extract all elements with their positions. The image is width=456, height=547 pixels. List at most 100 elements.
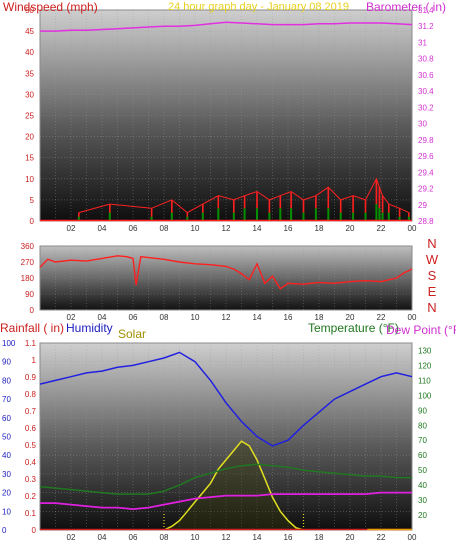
direction-hour-tick-06: 06 xyxy=(129,313,138,322)
humidity-tick-20: 20 xyxy=(2,489,11,498)
temperature-tick-40: 40 xyxy=(418,481,427,490)
weather-hour-tick-14: 14 xyxy=(253,533,262,542)
wind-speed-tick-15: 15 xyxy=(25,154,34,163)
wind-speed-tick-45: 45 xyxy=(25,27,34,36)
direction-hour-tick-16: 16 xyxy=(284,313,293,322)
weather-hour-tick-22: 22 xyxy=(377,533,386,542)
barometer-tick-29: 29 xyxy=(418,201,427,210)
rain-tick-1.1: 1.1 xyxy=(25,339,37,348)
humidity-tick-100: 100 xyxy=(2,339,16,348)
wind-hour-tick-22: 22 xyxy=(377,224,386,233)
humidity-tick-10: 10 xyxy=(2,507,11,516)
direction-tick-360: 360 xyxy=(21,242,35,251)
rain-tick-0.9: 0.9 xyxy=(25,373,37,382)
temperature-tick-20: 20 xyxy=(418,511,427,520)
humidity-tick-0: 0 xyxy=(2,526,7,535)
weather-hour-tick-20: 20 xyxy=(346,533,355,542)
barometer-tick-31: 31 xyxy=(418,38,427,47)
temperature-tick-50: 50 xyxy=(418,466,427,475)
rain-tick-0.8: 0.8 xyxy=(25,390,37,399)
wind-hour-tick-16: 16 xyxy=(284,224,293,233)
wind-speed-tick-30: 30 xyxy=(25,90,34,99)
wind-speed-tick-10: 10 xyxy=(25,175,34,184)
barometer-tick-29.6: 29.6 xyxy=(418,152,434,161)
compass-label-2: S xyxy=(428,268,437,283)
weather-hour-tick-02: 02 xyxy=(67,533,76,542)
wind-hour-tick-00: 00 xyxy=(408,224,417,233)
barometer-tick-29.8: 29.8 xyxy=(418,136,434,145)
compass-label-0: N xyxy=(427,236,436,251)
barometer-tick-29.4: 29.4 xyxy=(418,168,434,177)
rain-tick-0.3: 0.3 xyxy=(25,475,37,484)
center-title: 24 hour graph day - January 08 2019 xyxy=(168,1,349,13)
direction-hour-tick-02: 02 xyxy=(67,313,76,322)
rainfall-label: Rainfall ( in) xyxy=(0,321,64,335)
wind-speed-tick-20: 20 xyxy=(25,133,34,142)
direction-hour-tick-12: 12 xyxy=(222,313,231,322)
dew-point-series xyxy=(40,491,412,511)
temperature-tick-110: 110 xyxy=(418,376,431,385)
humidity-tick-40: 40 xyxy=(2,451,11,460)
rain-tick-0.2: 0.2 xyxy=(25,492,37,501)
direction-hour-tick-04: 04 xyxy=(98,313,107,322)
rain-tick-0: 0 xyxy=(32,526,37,535)
wind-hour-tick-14: 14 xyxy=(253,224,262,233)
barometer-series xyxy=(40,21,413,32)
direction-hour-tick-22: 22 xyxy=(377,313,386,322)
humidity-tick-60: 60 xyxy=(2,414,11,423)
barometer-tick-30.2: 30.2 xyxy=(418,103,434,112)
barometer-tick-29.2: 29.2 xyxy=(418,185,434,194)
wind-title: Windspeed (mph) xyxy=(3,0,98,14)
barometer-tick-30.4: 30.4 xyxy=(418,87,434,96)
humidity-tick-70: 70 xyxy=(2,395,11,404)
rain-tick-0.5: 0.5 xyxy=(25,441,37,450)
rain-tick-1: 1 xyxy=(32,356,37,365)
humidity-tick-90: 90 xyxy=(2,358,11,367)
wind-hour-tick-06: 06 xyxy=(129,224,138,233)
wind-hour-tick-20: 20 xyxy=(346,224,355,233)
wind-speed-tick-35: 35 xyxy=(25,69,34,78)
temperature-tick-30: 30 xyxy=(418,496,427,505)
rain-tick-0.6: 0.6 xyxy=(25,424,37,433)
barometer-title: Barometer ( in) xyxy=(366,0,446,14)
temperature-tick-60: 60 xyxy=(418,451,427,460)
solar-fill xyxy=(164,441,304,530)
barometer-tick-30.6: 30.6 xyxy=(418,71,434,80)
humidity-tick-80: 80 xyxy=(2,376,11,385)
rain-tick-0.7: 0.7 xyxy=(25,407,37,416)
direction-hour-tick-14: 14 xyxy=(253,313,262,322)
temperature-tick-90: 90 xyxy=(418,406,427,415)
wind-hour-tick-04: 04 xyxy=(98,224,107,233)
direction-hour-tick-18: 18 xyxy=(315,313,324,322)
barometer-tick-30: 30 xyxy=(418,120,427,129)
temperature-tick-70: 70 xyxy=(418,436,427,445)
direction-hour-tick-20: 20 xyxy=(346,313,355,322)
barometer-tick-31.4: 31.4 xyxy=(418,6,434,15)
weather-hour-tick-16: 16 xyxy=(284,533,293,542)
compass-label-1: W xyxy=(426,252,439,267)
weather-hour-tick-06: 06 xyxy=(129,533,138,542)
wind-speed-tick-50: 50 xyxy=(25,6,34,15)
direction-tick-0: 0 xyxy=(30,306,35,315)
wind-gust-line xyxy=(78,177,410,214)
weather-hour-tick-18: 18 xyxy=(315,533,324,542)
temperature-series xyxy=(39,463,412,495)
rain-tick-0.1: 0.1 xyxy=(25,509,37,518)
rain-tick-0.4: 0.4 xyxy=(25,458,37,467)
wind-speed-tick-5: 5 xyxy=(30,196,35,205)
wind-speed-tick-0: 0 xyxy=(30,217,35,226)
humidity-tick-50: 50 xyxy=(2,433,11,442)
wind-speed-tick-25: 25 xyxy=(25,112,34,121)
direction-tick-90: 90 xyxy=(25,290,34,299)
wind-hour-tick-12: 12 xyxy=(222,224,231,233)
direction-hour-tick-08: 08 xyxy=(160,313,169,322)
weather-hour-tick-10: 10 xyxy=(191,533,200,542)
humidity-series xyxy=(39,351,413,447)
direction-hour-tick-10: 10 xyxy=(191,313,200,322)
temperature-tick-120: 120 xyxy=(418,361,432,370)
barometer-tick-28.8: 28.8 xyxy=(418,217,434,226)
wind-direction-series xyxy=(39,255,413,290)
direction-tick-270: 270 xyxy=(21,258,35,267)
wind-hour-tick-02: 02 xyxy=(67,224,76,233)
